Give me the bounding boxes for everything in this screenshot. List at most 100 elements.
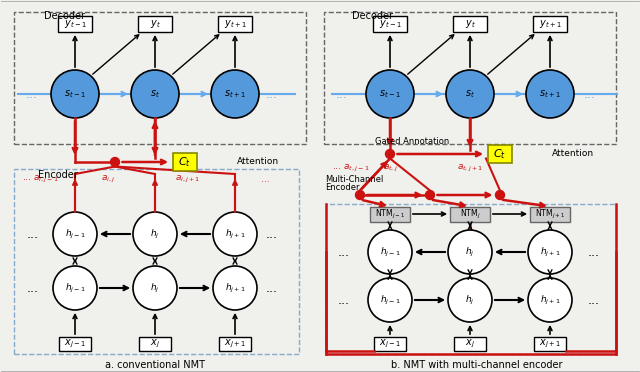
Text: $y_{t-1}$: $y_{t-1}$ bbox=[63, 18, 86, 30]
Text: $x_j$: $x_j$ bbox=[150, 338, 160, 350]
Text: $a_{t,j}$: $a_{t,j}$ bbox=[383, 163, 397, 174]
Bar bbox=[218, 16, 252, 32]
Text: Gated Annotation: Gated Annotation bbox=[375, 137, 449, 145]
Circle shape bbox=[213, 212, 257, 256]
Bar bbox=[450, 206, 490, 221]
Circle shape bbox=[53, 266, 97, 310]
Text: $C_t$: $C_t$ bbox=[179, 155, 191, 169]
Bar bbox=[173, 153, 197, 171]
Text: ...: ... bbox=[266, 228, 278, 241]
Circle shape bbox=[211, 70, 259, 118]
Text: b. NMT with multi-channel encoder: b. NMT with multi-channel encoder bbox=[391, 360, 563, 370]
Text: NTM$_j$: NTM$_j$ bbox=[460, 208, 480, 221]
Text: ...: ... bbox=[266, 87, 278, 100]
Text: ...: ... bbox=[338, 246, 350, 259]
Text: ... $a_{t,j-1}$: ... $a_{t,j-1}$ bbox=[332, 163, 370, 174]
Text: ...: ... bbox=[336, 87, 348, 100]
Text: $y_{t-1}$: $y_{t-1}$ bbox=[379, 18, 401, 30]
Text: NTM$_{j-1}$: NTM$_{j-1}$ bbox=[375, 208, 405, 221]
Text: ... $a_{i,j-1}$: ... $a_{i,j-1}$ bbox=[22, 173, 59, 185]
Text: ...: ... bbox=[27, 228, 39, 241]
Text: $x_{j+1}$: $x_{j+1}$ bbox=[224, 338, 246, 350]
Text: $h_{j+1}$: $h_{j+1}$ bbox=[540, 294, 561, 307]
Bar bbox=[534, 337, 566, 351]
Circle shape bbox=[528, 278, 572, 322]
Circle shape bbox=[53, 212, 97, 256]
Text: ...: ... bbox=[588, 246, 600, 259]
Circle shape bbox=[448, 278, 492, 322]
Text: a. conventional NMT: a. conventional NMT bbox=[105, 360, 205, 370]
Text: Attention: Attention bbox=[552, 150, 594, 158]
Bar bbox=[488, 145, 512, 163]
Text: $s_t$: $s_t$ bbox=[465, 88, 475, 100]
Bar bbox=[58, 16, 92, 32]
Bar bbox=[374, 337, 406, 351]
Bar bbox=[373, 16, 407, 32]
Bar bbox=[59, 337, 91, 351]
Circle shape bbox=[131, 70, 179, 118]
Circle shape bbox=[495, 190, 504, 199]
Text: ...: ... bbox=[588, 294, 600, 307]
Circle shape bbox=[51, 70, 99, 118]
Text: $s_{t+1}$: $s_{t+1}$ bbox=[539, 88, 561, 100]
Text: $a_{t,j+1}$: $a_{t,j+1}$ bbox=[457, 163, 483, 174]
Circle shape bbox=[446, 70, 494, 118]
Circle shape bbox=[368, 230, 412, 274]
Text: Decoder: Decoder bbox=[352, 11, 393, 21]
Text: $h_{j+1}$: $h_{j+1}$ bbox=[225, 227, 245, 241]
Text: ...: ... bbox=[338, 294, 350, 307]
Text: $y_{t+1}$: $y_{t+1}$ bbox=[223, 18, 246, 30]
Text: Multi-Channel: Multi-Channel bbox=[325, 174, 383, 183]
Circle shape bbox=[355, 190, 365, 199]
Text: Encoder: Encoder bbox=[38, 170, 77, 180]
Text: $h_{j-1}$: $h_{j-1}$ bbox=[65, 282, 85, 295]
Text: $a_{i,j}$: $a_{i,j}$ bbox=[101, 173, 115, 185]
Text: Encoder: Encoder bbox=[325, 183, 360, 192]
Text: $s_{t-1}$: $s_{t-1}$ bbox=[379, 88, 401, 100]
Text: $h_j$: $h_j$ bbox=[150, 227, 160, 241]
Text: $h_j$: $h_j$ bbox=[150, 282, 160, 295]
Circle shape bbox=[133, 266, 177, 310]
Text: $h_{j-1}$: $h_{j-1}$ bbox=[380, 294, 401, 307]
Text: $x_{j+1}$: $x_{j+1}$ bbox=[539, 338, 561, 350]
Text: $s_t$: $s_t$ bbox=[150, 88, 160, 100]
Bar bbox=[370, 206, 410, 221]
Bar bbox=[454, 337, 486, 351]
Text: Attention: Attention bbox=[237, 157, 279, 167]
Bar bbox=[219, 337, 251, 351]
Text: $x_{j-1}$: $x_{j-1}$ bbox=[64, 338, 86, 350]
Text: $y_{t+1}$: $y_{t+1}$ bbox=[539, 18, 561, 30]
Text: ...: ... bbox=[266, 282, 278, 295]
Text: ...: ... bbox=[26, 87, 38, 100]
Bar bbox=[138, 16, 172, 32]
Text: Decoder: Decoder bbox=[44, 11, 85, 21]
Text: $h_{j+1}$: $h_{j+1}$ bbox=[540, 246, 561, 259]
Text: $h_j$: $h_j$ bbox=[465, 246, 475, 259]
Circle shape bbox=[133, 212, 177, 256]
Text: $y_t$: $y_t$ bbox=[465, 18, 476, 30]
Text: ...: ... bbox=[584, 87, 596, 100]
Circle shape bbox=[366, 70, 414, 118]
Bar bbox=[530, 206, 570, 221]
Circle shape bbox=[426, 190, 435, 199]
Text: NTM$_{j+1}$: NTM$_{j+1}$ bbox=[535, 208, 565, 221]
Text: $s_{t-1}$: $s_{t-1}$ bbox=[64, 88, 86, 100]
Text: $h_{j-1}$: $h_{j-1}$ bbox=[65, 227, 85, 241]
Text: ...: ... bbox=[260, 174, 269, 183]
Text: $x_j$: $x_j$ bbox=[465, 338, 475, 350]
Circle shape bbox=[213, 266, 257, 310]
Circle shape bbox=[448, 230, 492, 274]
Text: ...: ... bbox=[27, 282, 39, 295]
Text: $h_{j+1}$: $h_{j+1}$ bbox=[225, 282, 245, 295]
Circle shape bbox=[368, 278, 412, 322]
Text: $y_t$: $y_t$ bbox=[150, 18, 161, 30]
Circle shape bbox=[526, 70, 574, 118]
Bar bbox=[139, 337, 171, 351]
Circle shape bbox=[528, 230, 572, 274]
Text: $h_{j-1}$: $h_{j-1}$ bbox=[380, 246, 401, 259]
Text: $s_{t+1}$: $s_{t+1}$ bbox=[224, 88, 246, 100]
Text: $C_t$: $C_t$ bbox=[493, 147, 506, 161]
Text: $x_{j-1}$: $x_{j-1}$ bbox=[379, 338, 401, 350]
Text: $a_{i,j+1}$: $a_{i,j+1}$ bbox=[175, 173, 201, 185]
Circle shape bbox=[111, 157, 120, 167]
